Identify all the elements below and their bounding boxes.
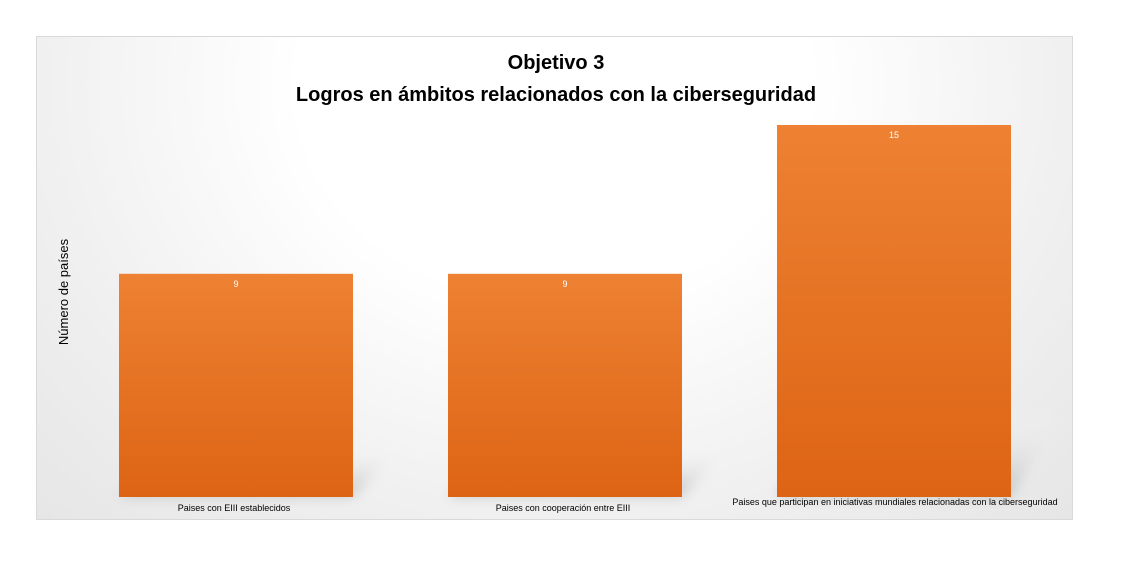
- bar: [777, 125, 1011, 497]
- chart-title-line-2: Logros en ámbitos relacionados con la ci…: [296, 84, 816, 106]
- x-tick-label: Paises con cooperación entre EIII: [495, 503, 631, 513]
- bar-value-label: 9: [233, 279, 238, 289]
- x-tick-label: Paises con EIII establecidos: [177, 503, 291, 513]
- bar: [119, 273, 353, 497]
- y-axis-label: Número de países: [56, 238, 71, 345]
- bar-value-label: 9: [562, 279, 567, 289]
- bar-value-label: 15: [889, 130, 899, 140]
- chart-title-line-1: Objetivo 3: [508, 52, 605, 74]
- x-tick-label: Paises que participan en iniciativas mun…: [732, 497, 1058, 507]
- bar: [448, 273, 682, 497]
